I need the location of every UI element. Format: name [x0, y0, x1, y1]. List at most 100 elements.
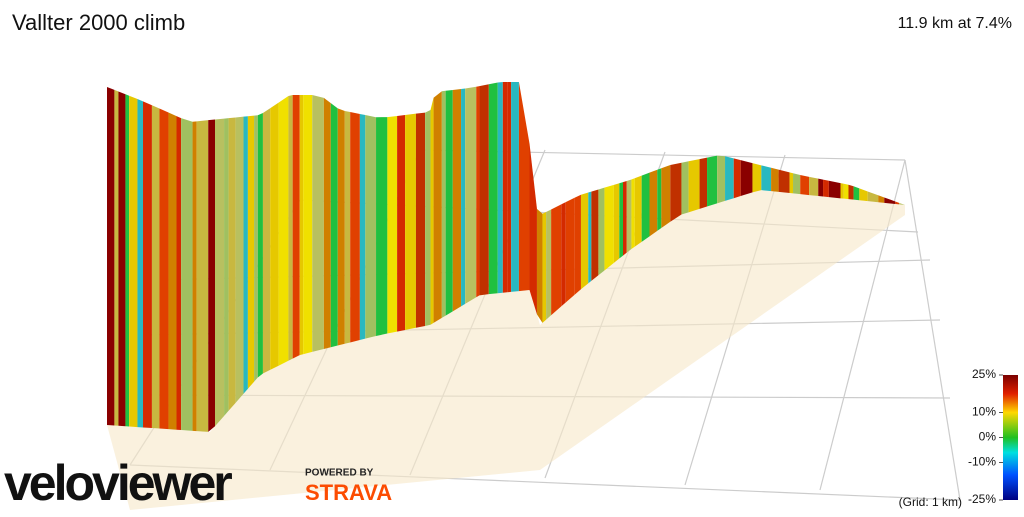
- wall-stripe: [235, 116, 244, 403]
- wall-stripe: [192, 121, 197, 432]
- wall-stripe: [840, 183, 844, 199]
- wall-stripe: [867, 191, 879, 203]
- wall-stripe: [717, 155, 726, 204]
- wall-stripe: [488, 82, 498, 295]
- wall-stripe: [502, 82, 508, 293]
- wall-stripe: [661, 164, 671, 229]
- wall-stripe: [208, 119, 216, 432]
- wall-stripe: [257, 113, 263, 378]
- wall-stripe: [828, 180, 841, 199]
- wall-stripe: [818, 178, 824, 197]
- wall-stripe: [476, 86, 480, 298]
- wall-stripe: [789, 172, 794, 194]
- wall-stripe: [793, 173, 801, 195]
- wall-stripe: [181, 118, 193, 431]
- wall-stripe: [634, 175, 642, 247]
- wall-stripe: [262, 108, 271, 374]
- wall-stripe: [176, 116, 182, 431]
- colorbar-tick-label: -10%: [968, 455, 996, 469]
- wall-stripe: [574, 194, 581, 295]
- wall-stripe: [641, 172, 650, 242]
- wall-stripe: [344, 110, 351, 344]
- wall-stripe: [254, 115, 258, 382]
- logo: veloviewer: [4, 455, 232, 511]
- wall-stripe: [670, 162, 682, 222]
- wall-stripe: [359, 113, 366, 341]
- wall-stripe: [323, 97, 331, 350]
- wall-stripe: [809, 176, 819, 197]
- wall-stripe: [536, 208, 543, 323]
- wall-stripe: [387, 115, 398, 334]
- wall-stripe: [425, 109, 431, 326]
- wall-stripe: [433, 91, 442, 323]
- profile-wall: [107, 82, 905, 510]
- wall-stripe: [243, 116, 248, 394]
- wall-stripe: [107, 87, 115, 426]
- wall-stripe: [497, 82, 503, 294]
- wall-stripe: [626, 179, 632, 253]
- wall-stripe: [657, 168, 662, 231]
- wall-stripe: [518, 82, 530, 292]
- wall-stripe: [848, 184, 854, 200]
- wall-stripe: [823, 179, 829, 198]
- wall-stripe: [288, 95, 293, 361]
- wall-stripe: [843, 183, 849, 200]
- wall-stripe: [580, 192, 589, 290]
- wall-stripe: [143, 101, 152, 429]
- wall-stripe: [778, 169, 790, 194]
- wall-stripe: [800, 175, 810, 196]
- colorbar-tick-label: 25%: [972, 367, 996, 381]
- wall-stripe: [740, 160, 753, 197]
- wall-stripe: [168, 112, 177, 430]
- wall-stripe: [551, 204, 562, 316]
- wall-stripe: [565, 197, 575, 303]
- wall-stripe: [247, 115, 255, 389]
- wall-stripe: [529, 143, 537, 315]
- wall-stripe: [224, 118, 229, 416]
- wall-stripe: [228, 117, 236, 411]
- wall-stripe: [350, 112, 360, 343]
- wall-stripe: [752, 163, 762, 193]
- wall-stripe: [430, 97, 434, 325]
- wall-stripe: [405, 114, 412, 330]
- wall-stripe: [899, 202, 905, 205]
- wall-stripe: [118, 91, 126, 427]
- wall-stripe: [613, 183, 620, 263]
- wall-stripe: [365, 115, 377, 339]
- wall-stripe: [292, 95, 300, 359]
- wall-stripe: [853, 186, 860, 201]
- wall-stripe: [631, 178, 635, 249]
- wall-stripe: [561, 202, 566, 307]
- wall-stripe: [546, 209, 552, 320]
- wall-stripe: [303, 95, 313, 355]
- wall-stripe: [619, 182, 624, 259]
- wall-stripe: [598, 187, 605, 276]
- wall-stripe: [895, 201, 900, 205]
- subtitle: 11.9 km at 7.4%: [898, 15, 1012, 32]
- wall-stripe: [591, 189, 599, 281]
- wall-stripe: [884, 197, 896, 205]
- wall-stripe: [278, 96, 289, 366]
- wall-stripe: [649, 169, 658, 237]
- wall-stripe: [196, 120, 209, 432]
- partner-logo: STRAVA: [305, 480, 392, 505]
- wall-stripe: [588, 191, 592, 284]
- wall-stripe: [452, 89, 462, 312]
- wall-stripe: [270, 102, 279, 370]
- wall-stripe: [337, 108, 345, 346]
- reflection: [107, 190, 905, 510]
- wall-stripe: [699, 157, 708, 209]
- wall-stripe: [604, 184, 614, 271]
- wall-stripe: [397, 114, 406, 332]
- wall-stripe: [137, 98, 144, 428]
- wall-stripe: [707, 155, 718, 207]
- wall-stripe: [878, 195, 885, 203]
- wall-stripe: [129, 95, 138, 428]
- wall-stripe: [507, 82, 512, 293]
- powered-by: POWERED BY: [305, 468, 374, 479]
- wall-stripe: [299, 95, 304, 356]
- wall-stripe: [441, 90, 446, 318]
- colorbar-tick-label: 0%: [979, 430, 997, 444]
- wall-stripe: [688, 159, 700, 213]
- colorbar-tick-label: -25%: [968, 492, 996, 506]
